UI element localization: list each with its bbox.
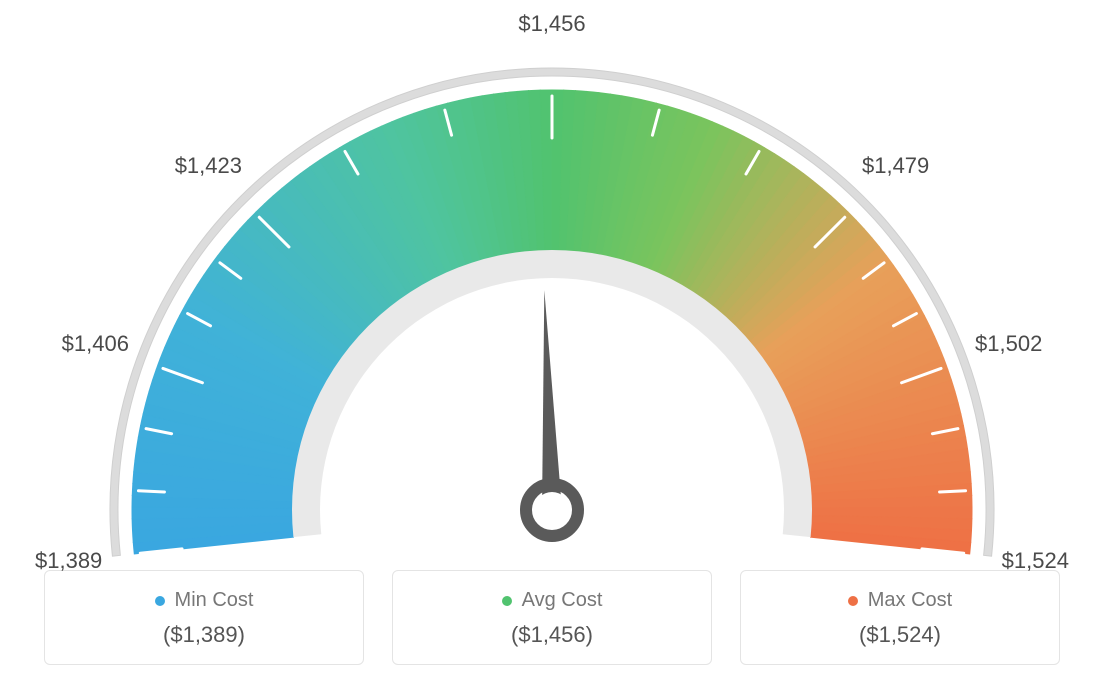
gauge-tick-label: $1,502 [975,331,1042,357]
legend-dot-max [848,596,858,606]
legend-value-min: ($1,389) [55,622,353,648]
legend-label-avg: Avg Cost [522,589,603,612]
legend-label-max: Max Cost [868,589,952,612]
legend-value-max: ($1,524) [751,622,1049,648]
gauge-tick-label: $1,389 [35,548,102,574]
gauge-tick-label: $1,423 [175,153,242,179]
legend-label-min: Min Cost [175,589,254,612]
legend-card-max: Max Cost ($1,524) [740,570,1060,665]
legend-card-avg: Avg Cost ($1,456) [392,570,712,665]
legend-title-avg: Avg Cost [502,589,603,612]
legend-value-avg: ($1,456) [403,622,701,648]
gauge-chart: $1,389$1,406$1,423$1,456$1,479$1,502$1,5… [22,20,1082,560]
legend-title-min: Min Cost [155,589,254,612]
legend-title-max: Max Cost [848,589,952,612]
gauge-tick-label: $1,479 [862,153,929,179]
gauge-tick-label: $1,456 [518,11,585,37]
gauge-tick-label: $1,524 [1002,548,1069,574]
gauge-tick-label: $1,406 [62,331,129,357]
legend-dot-min [155,596,165,606]
legend-dot-avg [502,596,512,606]
gauge-svg [22,20,1082,560]
legend-card-min: Min Cost ($1,389) [44,570,364,665]
legend-row: Min Cost ($1,389) Avg Cost ($1,456) Max … [20,570,1084,665]
